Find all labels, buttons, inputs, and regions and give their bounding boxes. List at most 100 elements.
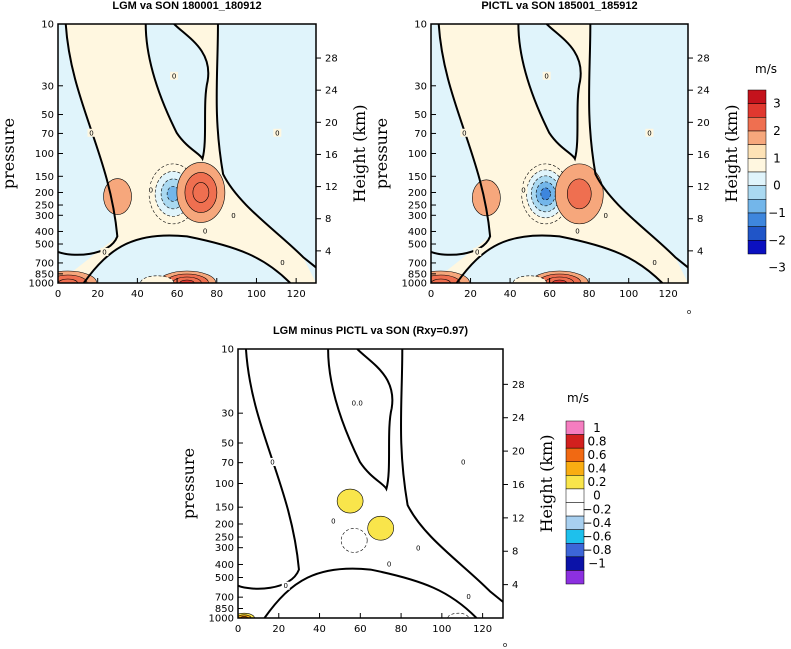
x-tick-label: 80 — [583, 289, 596, 300]
y-tick-label: 70 — [414, 129, 427, 140]
colorbar-swatch — [565, 570, 585, 585]
contour-label-bg — [601, 211, 610, 220]
colorbar-swatch — [565, 420, 585, 435]
colorbar-swatch — [747, 158, 767, 173]
contour-label-bg — [146, 185, 155, 194]
contour-label: 0 — [604, 212, 608, 220]
colorbar-swatch — [747, 212, 767, 227]
y2-tick-label: 12 — [325, 182, 338, 193]
panel-title: LGM va SON 180001_180912 — [112, 0, 261, 12]
colorbar-label: 2 — [773, 124, 781, 138]
x-tick-label: 120 — [659, 289, 678, 300]
x-tick-label: 40 — [313, 624, 326, 635]
field-layer: 0.0 0 0 0 0 0 0 0 — [238, 349, 503, 618]
y-tick-label: 250 — [215, 533, 234, 544]
zero-contour-2 — [588, 24, 688, 269]
colorbar-swatch — [565, 434, 585, 449]
contour-label-bg — [100, 247, 109, 256]
y-tick-label: 1000 — [209, 614, 234, 625]
colorbar-swatch — [565, 447, 585, 462]
y-tick-label: 150 — [215, 503, 234, 514]
colorbar-label: 0.6 — [587, 448, 606, 462]
zero-contour-1 — [517, 24, 582, 162]
contour-label: 0 — [462, 129, 466, 137]
negative-region — [58, 24, 118, 283]
contour-label-bg — [201, 227, 210, 236]
y2-axis-label: Height (km) — [350, 105, 369, 203]
y-tick-label: 200 — [215, 519, 234, 530]
y-tick-label: 300 — [215, 543, 234, 554]
colorbar-swatch — [565, 502, 585, 517]
colorbar-label: 3 — [773, 97, 781, 111]
contour-label-bg — [229, 211, 238, 220]
x-tick-label: 0 — [235, 624, 241, 635]
negative-region — [589, 24, 688, 283]
contour-label: 0 — [275, 129, 279, 137]
colorbar-label: −3 — [768, 261, 786, 275]
y2-tick-label: 12 — [512, 513, 525, 524]
colorbar-label: −0.4 — [582, 516, 611, 530]
contour-label: 0 — [172, 72, 176, 80]
colorbar-label: −0.2 — [582, 502, 611, 516]
plot-background — [238, 349, 503, 618]
colorbar-label: 0 — [773, 179, 781, 193]
colorbar-swatch — [747, 240, 767, 255]
zero-contour-2 — [215, 24, 316, 269]
contour-1-1 — [367, 515, 394, 541]
contour-label-bg — [87, 128, 96, 137]
colorbar-swatch — [747, 103, 767, 118]
x-tick-label: 20 — [91, 289, 104, 300]
x-tick-label: 100 — [247, 289, 266, 300]
y-tick-label: 100 — [35, 149, 54, 160]
y-tick-label: 700 — [408, 258, 427, 269]
y-axis-label: pressure — [0, 118, 18, 189]
x-tick-label: 80 — [395, 624, 408, 635]
y2-tick-label: 20 — [512, 447, 525, 458]
y2-tick-label: 28 — [512, 380, 525, 391]
colorbar-swatch — [565, 461, 585, 476]
contour-label: 0 — [89, 129, 93, 137]
zero-contour-1 — [144, 24, 210, 162]
contour-2-1 — [340, 528, 368, 553]
y2-tick-label: 12 — [697, 182, 710, 193]
colorbar-label: −0.6 — [582, 529, 611, 543]
colorbar-label: 0.2 — [587, 475, 606, 489]
colorbar-swatch — [747, 89, 767, 104]
y-tick-label: 100 — [215, 479, 234, 490]
contour-label-bg — [278, 258, 287, 267]
y-tick-label: 700 — [215, 593, 234, 604]
contour-label-bg — [414, 544, 423, 553]
y-tick-label: 200 — [408, 188, 427, 199]
contour-label: 0 — [280, 259, 284, 267]
colorbar-1: m/s 3 2 1 0 −1 −2 −3 — [747, 62, 786, 275]
y2-tick-label: 16 — [325, 150, 338, 161]
contour-label: 0 — [270, 458, 274, 466]
contour-label: 0 — [475, 248, 479, 256]
y-tick-label: 500 — [215, 573, 234, 584]
contour-label: 0 — [575, 228, 579, 236]
x-tick-label: 20 — [464, 289, 477, 300]
colorbar-swatch — [565, 475, 585, 490]
colorbar-swatch — [565, 556, 585, 571]
contour-label: 0 — [231, 212, 235, 220]
contour-2-1 — [103, 178, 132, 215]
contour-label-bg — [573, 227, 582, 236]
contour-label: 0 — [544, 72, 548, 80]
colorbar-label: 0.8 — [587, 434, 606, 448]
y-tick-label: 500 — [35, 240, 54, 251]
colorbar-swatch — [747, 226, 767, 241]
colorbar-label: −2 — [768, 233, 786, 247]
y2-tick-label: 16 — [512, 480, 525, 491]
y-tick-label: 850 — [35, 269, 54, 280]
zero-contour-0 — [58, 24, 119, 256]
x-tick-label: 100 — [619, 289, 638, 300]
contour-3-3 — [58, 278, 78, 283]
y2-axis-label: Height (km) — [537, 435, 556, 533]
colorbar-swatch — [747, 144, 767, 159]
y-tick-label: 850 — [408, 269, 427, 280]
contour-label: 0.0 — [352, 399, 363, 407]
y2-tick-label: 8 — [697, 214, 703, 225]
y-tick-label: 50 — [221, 439, 234, 450]
contour-label: 0 — [647, 129, 651, 137]
y-tick-label: 300 — [408, 211, 427, 222]
